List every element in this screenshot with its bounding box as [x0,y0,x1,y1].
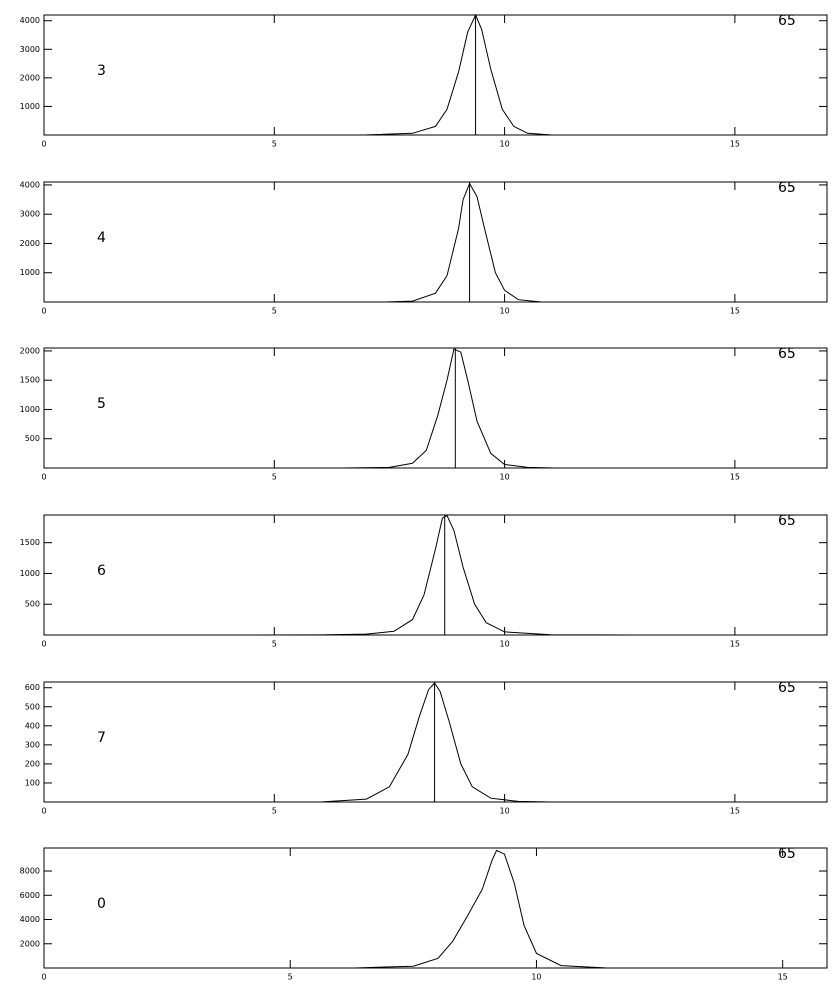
data-line [343,348,556,469]
x-tick-label: 10 [499,473,509,482]
y-tick-label: 2000 [20,73,40,82]
panel-label: 4 [97,230,106,246]
panel: 0 5 10 15 1000 2000 3000 4000 4 65 [20,180,828,316]
y-tick-label: 500 [25,702,40,711]
x-tick-label: 0 [41,307,46,316]
y-tick-label: 500 [25,434,40,443]
y-tick-label: 4000 [20,16,40,25]
panel: 0 5 10 15 500 1000 1500 2000 5 65 [20,346,828,482]
x-tick-label: 15 [730,640,740,649]
y-tick-label: 1500 [20,376,40,385]
plot-frame [43,681,828,803]
y-tick-label: 1000 [20,569,40,578]
y-tick-label: 400 [25,721,40,730]
y-tick-label: 1000 [20,405,40,414]
corner-label: 65 [778,13,796,29]
x-tick-label: 10 [499,307,509,316]
x-tick-label: 10 [499,807,509,816]
y-tick-label: 4000 [20,180,40,189]
x-tick-label: 5 [272,807,277,816]
x-tick-label: 15 [730,473,740,482]
x-tick-label: 5 [272,640,277,649]
panel: 0 5 10 15 2000 4000 6000 8000 0 65 [20,846,828,982]
x-tick-label: 15 [730,140,740,149]
panel-label: 3 [97,63,106,79]
x-tick-label: 0 [41,473,46,482]
y-tick-label: 1500 [20,538,40,547]
y-tick-label: 200 [25,759,40,768]
y-tick-label: 1000 [20,268,40,277]
x-tick-label: 0 [41,140,46,149]
panel: 0 5 10 15 1000 2000 3000 4000 3 65 [20,13,828,149]
data-line [384,182,542,303]
corner-label: 65 [778,346,796,362]
plot-frame [43,347,828,469]
data-line [223,514,634,636]
x-tick-label: 0 [41,973,46,982]
x-tick-label: 10 [499,140,509,149]
corner-label: 65 [778,180,796,196]
x-tick-label: 15 [730,807,740,816]
data-line [311,13,616,136]
data-line [320,682,551,803]
y-tick-label: 1000 [20,102,40,111]
y-tick-label: 3000 [20,210,40,219]
y-tick-label: 300 [25,740,40,749]
y-tick-label: 8000 [20,867,40,876]
y-tick-label: 2000 [20,346,40,355]
x-tick-label: 5 [272,473,277,482]
x-tick-label: 0 [41,640,46,649]
x-tick-label: 10 [531,973,541,982]
corner-label: 65 [778,680,796,696]
y-tick-label: 500 [25,600,40,609]
y-tick-label: 100 [25,778,40,787]
plot-frame [43,514,828,636]
y-tick-label: 2000 [20,939,40,948]
plot-frame [43,14,828,136]
plot-frame [43,847,828,969]
x-tick-label: 15 [730,307,740,316]
panel: 0 5 10 15 100 200 300 400 500 600 7 65 [25,680,828,816]
y-tick-label: 2000 [20,239,40,248]
corner-label: 65 [778,846,796,862]
panel-label: 7 [97,730,106,746]
x-tick-label: 0 [41,807,46,816]
y-tick-label: 4000 [20,915,40,924]
corner-label: 65 [778,513,796,529]
panel-label: 0 [97,896,106,912]
y-tick-label: 6000 [20,891,40,900]
y-tick-label: 3000 [20,45,40,54]
panel: 0 5 10 15 500 1000 1500 6 65 [20,513,828,649]
x-tick-label: 10 [499,640,509,649]
panel-label: 6 [97,563,106,579]
x-tick-label: 5 [272,140,277,149]
x-tick-label: 5 [272,307,277,316]
x-tick-label: 5 [288,973,293,982]
y-tick-label: 600 [25,683,40,692]
panel-label: 5 [97,396,106,412]
x-tick-label: 15 [778,973,788,982]
plot-frame [43,181,828,303]
data-line [354,849,608,969]
